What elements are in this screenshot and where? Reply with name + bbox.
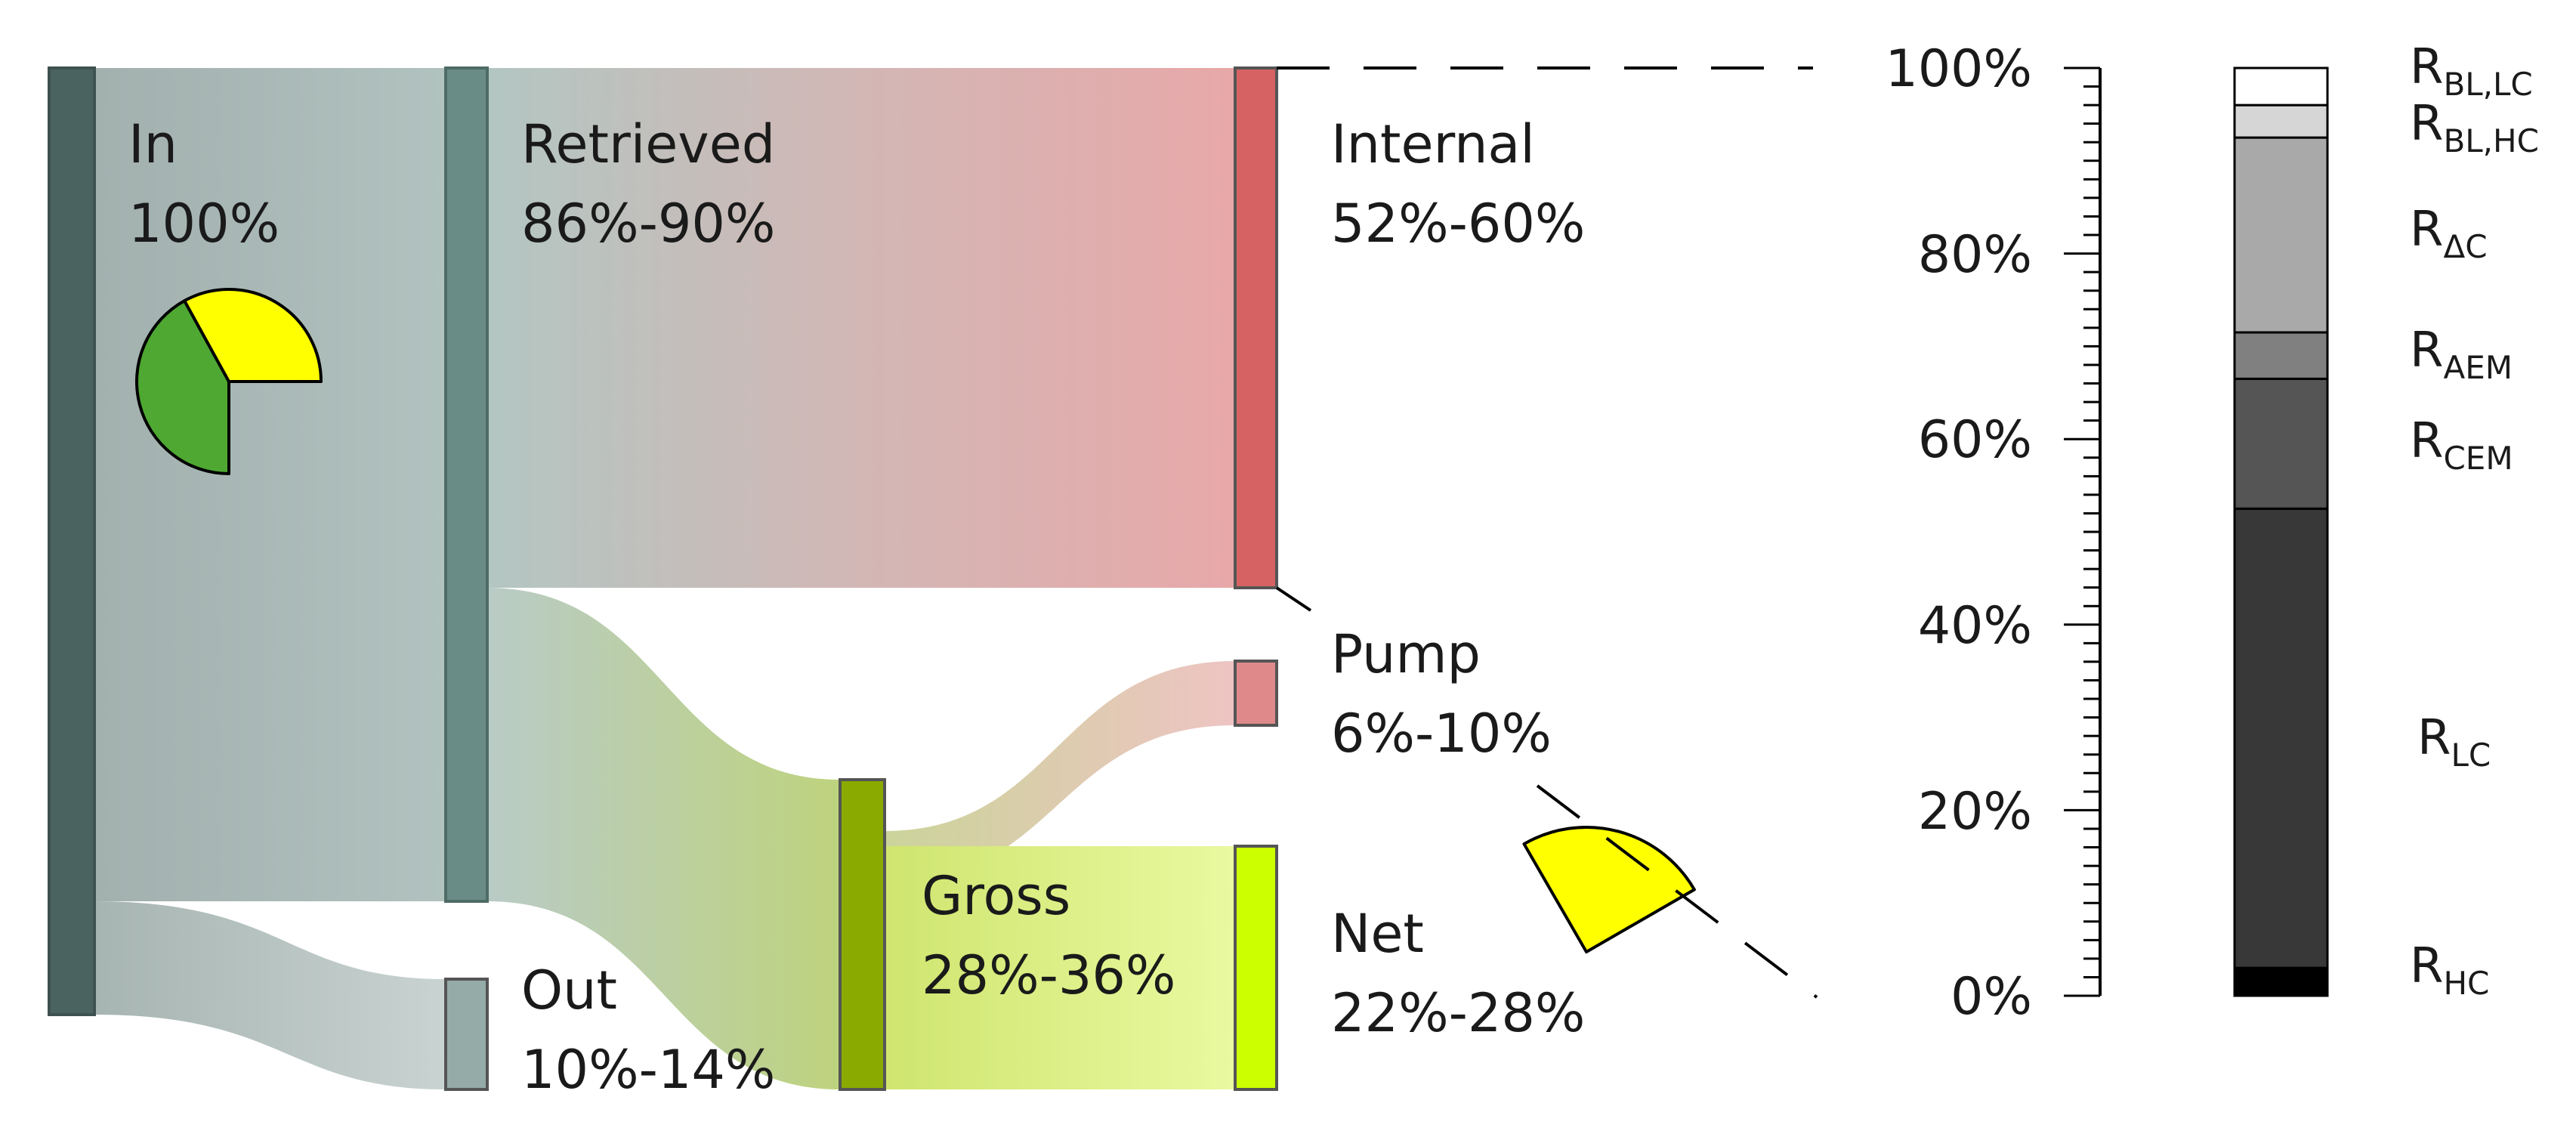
flow-gross-net (885, 846, 1235, 1089)
segment-labels: RBL,LC RBL,HC RΔC RAEM RCEM RLC RHC (2410, 39, 2539, 1002)
flow-gross-pump (885, 661, 1235, 884)
stacked-segment-blhc (2233, 104, 2329, 139)
stacked-segment-hc (2233, 966, 2329, 997)
stacked-segment-dc (2233, 136, 2329, 334)
tick-label-60: 60% (1918, 410, 2032, 470)
label-net-name: Net (1331, 903, 1424, 965)
label-in-name: In (128, 113, 178, 175)
flow-in-retrieved (94, 68, 446, 901)
tick-label-40: 40% (1918, 596, 2032, 656)
flows (94, 68, 1235, 1089)
seg-label-aem: RAEM (2410, 323, 2513, 386)
axis-ticks (2064, 66, 2100, 997)
tick-label-100: 100% (1886, 39, 2032, 99)
label-internal-name: Internal (1331, 113, 1535, 175)
node-pump (1234, 660, 1278, 727)
pie-in (135, 288, 323, 475)
pie-in-yellow-slice (183, 288, 323, 383)
seg-label-hc: RHC (2410, 938, 2489, 1002)
pie-net (1522, 826, 1696, 953)
tick-label-80: 80% (1918, 225, 2032, 285)
node-internal (1234, 66, 1278, 589)
pie-in-green-slice (135, 299, 230, 475)
seg-label-dc: RΔC (2410, 202, 2488, 265)
tick-label-0: 0% (1951, 967, 2032, 1027)
seg-label-lc: RLC (2417, 710, 2491, 774)
label-gross-value: 28%-36% (922, 944, 1175, 1006)
node-labels: In 100% Retrieved 86%-90% Out 10%-14% In… (128, 113, 1585, 1101)
stacked-segment-aem (2233, 331, 2329, 380)
flow-retrieved-internal (487, 68, 1235, 588)
stacked-bar (2233, 66, 2329, 997)
nodes (48, 66, 1278, 1091)
pie-net-yellow-slice (1522, 826, 1696, 953)
seg-label-blhc: RBL,HC (2410, 96, 2539, 159)
label-pump-value: 6%-10% (1331, 703, 1552, 765)
label-retrieved-value: 86%-90% (521, 193, 775, 255)
label-out-value: 10%-14% (521, 1039, 775, 1101)
label-out-name: Out (521, 959, 617, 1021)
label-net-value: 22%-28% (1331, 982, 1585, 1044)
connector-bottom (1536, 784, 1818, 999)
flow-in-out (94, 901, 446, 1089)
flow-retrieved-gross (487, 588, 840, 1089)
node-gross (839, 778, 886, 1091)
seg-label-cem: RCEM (2410, 413, 2513, 477)
node-retrieved (444, 66, 489, 903)
stacked-axis: 0% 20% 40% 60% 80% 100% (1886, 39, 2102, 1027)
seg-label-bllc: RBL,LC (2410, 39, 2533, 103)
stacked-segment-bllc (2233, 66, 2329, 107)
label-internal-value: 52%-60% (1331, 193, 1585, 255)
stacked-segment-cem (2233, 377, 2329, 510)
node-out (444, 978, 489, 1091)
tick-label-20: 20% (1918, 782, 2032, 842)
connector-bottom-solid (1275, 586, 1312, 612)
stacked-segment-lc (2233, 507, 2329, 969)
node-net (1234, 845, 1278, 1091)
node-in (48, 66, 96, 1016)
zoom-connectors (1275, 66, 1818, 999)
label-gross-name: Gross (922, 865, 1070, 927)
label-pump-name: Pump (1331, 623, 1481, 685)
label-in-value: 100% (128, 193, 280, 255)
label-retrieved-name: Retrieved (521, 113, 775, 175)
